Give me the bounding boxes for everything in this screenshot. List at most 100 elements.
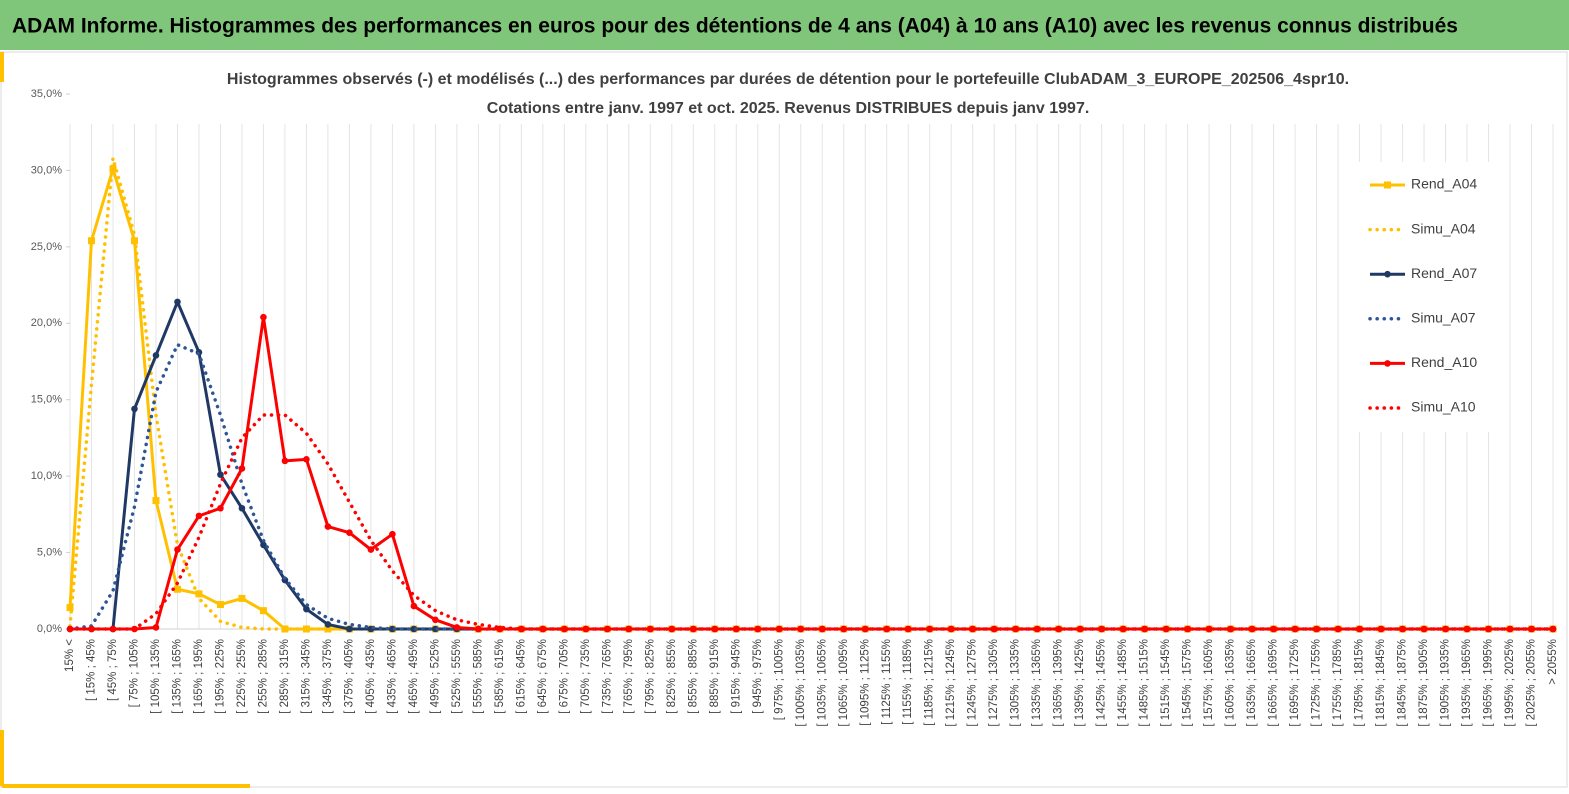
marker [604,625,611,633]
x-tick-label: [ 1515% ; 1545% [1160,639,1172,727]
marker [389,530,396,538]
marker [260,313,267,321]
marker [539,625,547,633]
x-tick-label: [ 135% ; 165% [171,639,183,714]
series-line [70,315,1553,631]
x-tick-label: [ 1815% ; 1845% [1375,639,1387,727]
x-tick-label: [ 1485% ; 1515% [1139,639,1151,727]
x-tick-label: [ 1155% ; 1185% [902,639,914,725]
y-tick-label: 25,0% [31,241,62,253]
marker [1205,625,1213,633]
x-tick-label: [ 1245% ; 1275% [967,639,979,727]
marker [432,616,439,624]
x-tick-label: [ 585% ; 615% [494,639,506,714]
legend-label: Rend_A10 [1411,354,1477,370]
x-tick-label: [ 165% ; 195% [193,639,205,714]
x-tick-label: [ 1935% ; 1965% [1461,639,1473,727]
marker [1270,625,1277,633]
marker [1227,625,1234,633]
series-line [68,413,1555,631]
y-tick-label: 5,0% [37,546,62,558]
marker [1291,625,1299,633]
marker [561,625,568,633]
x-tick-label: [ 645% ; 675% [537,639,549,714]
chart-subtitle: Cotations entre janv. 1997 et oct. 2025.… [487,100,1090,117]
marker [346,625,353,633]
marker [281,457,289,465]
marker [518,625,525,633]
x-tick-label: [ 945% ; 975% [752,639,764,714]
marker [217,471,224,478]
marker [1184,625,1191,633]
marker [66,604,74,612]
x-tick-label: [ 465% ; 495% [408,639,420,714]
x-tick-label: [ 1905% ; 1935% [1440,639,1452,727]
x-tick-label: [ 195% ; 225% [214,639,226,714]
marker [1313,625,1320,633]
marker [1399,625,1406,633]
x-tick-label: [ 1395% ; 1425% [1074,639,1086,727]
x-tick-label: [ 1785% ; 1815% [1354,639,1366,727]
chart-title: Histogrammes observés (-) et modélisés (… [227,71,1349,88]
x-tick-label: [ 255% ; 285% [257,639,269,714]
x-tick-label: [ 825% ; 855% [666,639,678,714]
y-tick-label: 15,0% [31,394,62,406]
marker [238,465,246,472]
marker [152,624,160,631]
x-tick-label: [ 1575% ; 1605% [1203,639,1215,727]
marker [324,621,332,628]
marker [367,546,375,553]
x-tick-label: [ 375% ; 405% [343,639,355,714]
marker [216,601,224,609]
x-tick-label: [ 1875% ; 1905% [1418,639,1430,727]
x-tick-label: [ 1335% ; 1365% [1031,639,1043,727]
marker [1162,625,1170,633]
x-tick-label: [ 435% ; 465% [386,639,398,714]
marker [324,523,332,530]
marker [475,625,482,633]
x-tick-label: [ 1035% ; 1065% [816,639,828,727]
chart-frame [0,51,1568,788]
marker [131,405,138,413]
y-tick-label: 35,0% [31,88,62,100]
x-tick-label: [ 285% ; 315% [279,639,291,714]
x-tick-label: [ 1185% ; 1215% [924,639,936,726]
legend-label: Rend_A07 [1411,265,1477,281]
y-tick-label: 20,0% [31,317,62,329]
x-tick-label: 15% < [64,639,76,672]
marker [259,607,267,615]
x-tick-label: [ 345% ; 375% [322,639,334,714]
x-tick-label: > 2055% [1547,639,1559,685]
legend-marker [1384,270,1391,278]
marker [1248,625,1256,633]
marker [1549,625,1557,633]
marker [217,504,224,512]
x-tick-label: [ 1725% ; 1755% [1311,639,1323,727]
marker [260,541,267,549]
series-line [68,156,1555,631]
x-tick-label: [ 1695% ; 1725% [1289,639,1301,727]
x-tick-label: [ 15% ; 45% [86,639,98,701]
x-tick-label: [ 1755% ; 1785% [1332,639,1344,727]
x-tick-label: [ 885% ; 915% [709,639,721,714]
marker [87,237,95,245]
marker [1377,625,1385,633]
y-tick-label: 0,0% [37,623,62,635]
series-line [68,167,1553,631]
x-tick-label: [ 1455% ; 1485% [1117,639,1129,727]
x-tick-label: [ 1605% ; 1635% [1225,639,1237,727]
marker [152,497,160,505]
legend-label: Simu_A04 [1411,220,1476,236]
x-tick-label: [ 765% ; 795% [623,639,635,714]
legend-box [1355,162,1505,432]
marker [109,165,117,173]
x-tick-label: [ 1635% ; 1665% [1246,639,1258,727]
marker [173,585,181,593]
x-tick-label: [ 915% ; 945% [730,639,742,714]
marker [324,625,332,633]
x-tick-label: [ 105% ; 135% [150,639,162,714]
x-tick-label: [ 855% ; 885% [687,639,699,714]
legend-label: Simu_A07 [1411,310,1476,326]
x-tick-label: [ 1125% ; 1155% [881,639,893,725]
marker [303,605,310,613]
